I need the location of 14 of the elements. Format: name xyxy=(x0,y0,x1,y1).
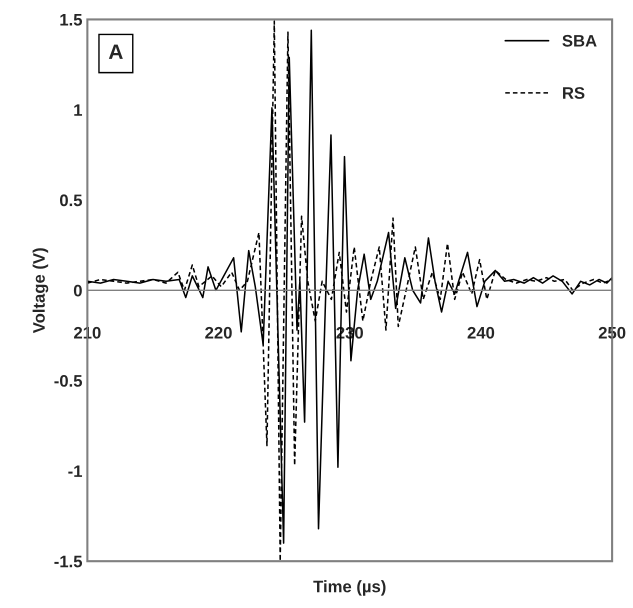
legend-label: SBA xyxy=(562,34,597,47)
y-tick-label: -1.5 xyxy=(54,556,82,568)
y-tick-label: 0 xyxy=(74,284,82,297)
y-tick-label: 1.5 xyxy=(60,14,82,26)
x-tick-label: 240 xyxy=(468,326,494,339)
y-tick-label: -1 xyxy=(68,465,82,477)
y-tick-label: 0.5 xyxy=(60,194,82,206)
y-tick-label: -0.5 xyxy=(54,375,82,387)
annotation: A xyxy=(108,44,123,59)
y-axis-title: Voltage (V) xyxy=(32,248,48,334)
legend-label: RS xyxy=(563,87,584,99)
x-tick-label: 220 xyxy=(205,326,232,339)
x-axis-title: Time (µs) xyxy=(313,580,386,596)
y-tick-label: 1 xyxy=(74,104,82,116)
